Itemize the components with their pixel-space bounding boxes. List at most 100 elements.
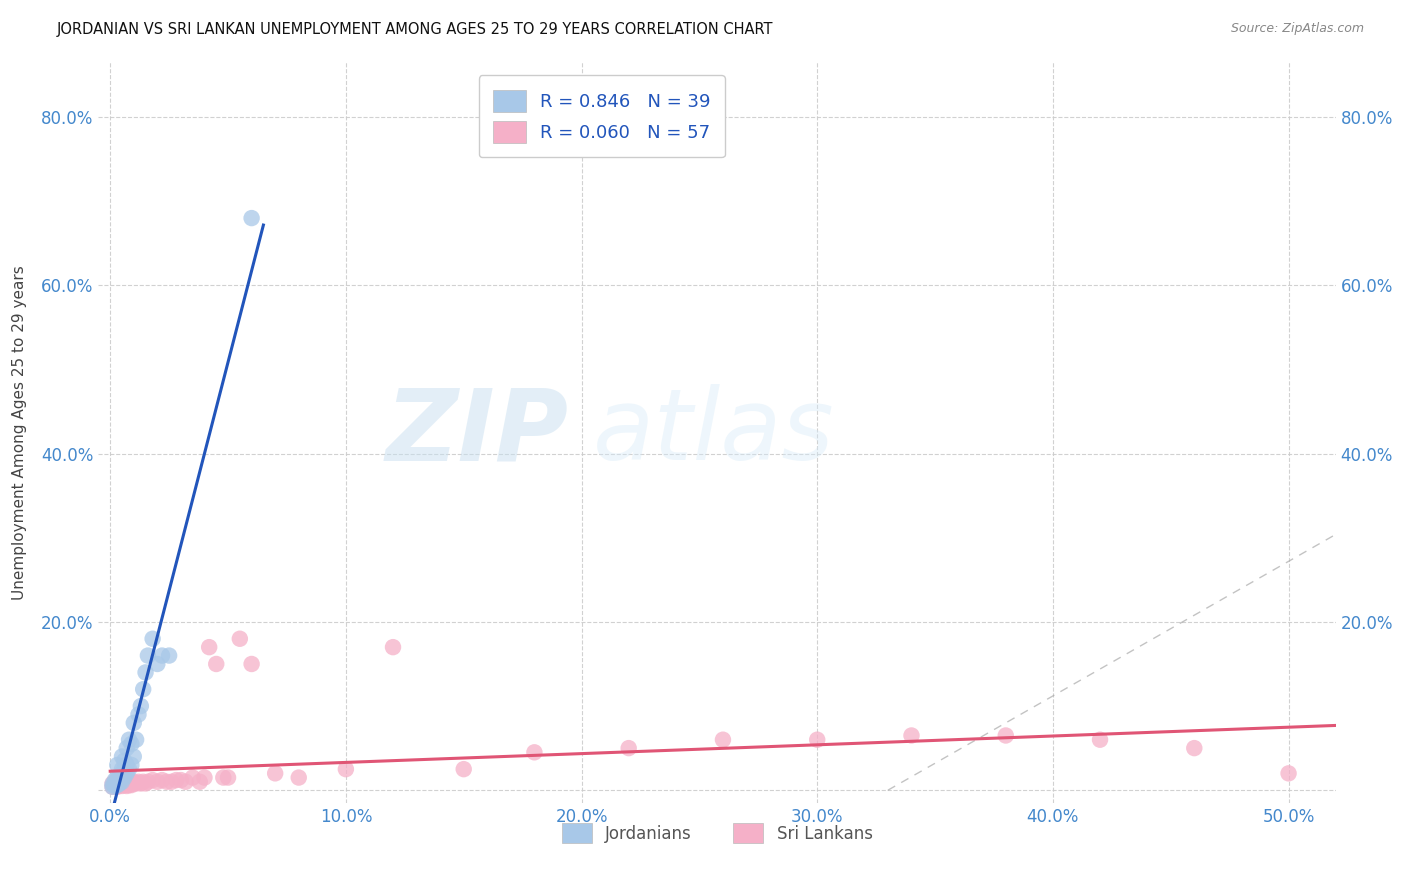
Point xyxy=(150,773,173,788)
Point xyxy=(129,699,152,714)
Point xyxy=(127,774,149,789)
Point xyxy=(118,774,141,789)
Point xyxy=(287,771,309,785)
Point xyxy=(188,774,211,789)
Point xyxy=(120,778,142,792)
Point xyxy=(108,776,131,790)
Point xyxy=(160,774,183,789)
Point xyxy=(382,640,405,655)
Point xyxy=(115,776,138,790)
Point xyxy=(136,648,159,663)
Point xyxy=(111,771,134,785)
Point xyxy=(101,780,124,794)
Point xyxy=(264,766,287,780)
Point xyxy=(105,780,128,794)
Point xyxy=(142,773,165,788)
Point xyxy=(104,773,127,788)
Point xyxy=(129,776,152,790)
Point xyxy=(132,682,155,697)
Point xyxy=(165,773,187,788)
Point xyxy=(900,729,922,743)
Point xyxy=(125,732,148,747)
Point xyxy=(105,778,128,792)
Point xyxy=(205,657,228,671)
Point xyxy=(108,773,131,788)
Point xyxy=(104,779,127,793)
Point xyxy=(105,758,128,772)
Point xyxy=(115,741,138,756)
Y-axis label: Unemployment Among Ages 25 to 29 years: Unemployment Among Ages 25 to 29 years xyxy=(13,265,27,600)
Point xyxy=(127,707,149,722)
Point xyxy=(156,774,179,789)
Point xyxy=(120,737,142,751)
Point xyxy=(115,758,138,772)
Legend: Jordanians, Sri Lankans: Jordanians, Sri Lankans xyxy=(555,816,879,850)
Point xyxy=(217,771,239,785)
Point xyxy=(105,773,128,788)
Point xyxy=(1088,732,1111,747)
Point xyxy=(135,776,157,790)
Point xyxy=(240,211,263,225)
Point xyxy=(1182,741,1205,756)
Point xyxy=(994,729,1017,743)
Point xyxy=(523,745,546,759)
Point xyxy=(111,779,134,793)
Point xyxy=(112,754,135,768)
Point xyxy=(101,780,124,794)
Point xyxy=(104,774,127,789)
Point xyxy=(146,774,169,789)
Point xyxy=(150,648,173,663)
Point xyxy=(125,776,148,790)
Point xyxy=(1277,766,1299,780)
Point xyxy=(111,774,134,789)
Point xyxy=(135,665,157,680)
Point xyxy=(118,732,141,747)
Point xyxy=(115,766,138,780)
Point xyxy=(111,749,134,764)
Point xyxy=(101,777,124,791)
Text: atlas: atlas xyxy=(593,384,835,481)
Point xyxy=(170,773,193,788)
Point xyxy=(118,778,141,792)
Point xyxy=(111,774,134,789)
Point xyxy=(112,762,135,776)
Point xyxy=(122,715,145,730)
Point xyxy=(142,632,165,646)
Point xyxy=(120,758,142,772)
Point xyxy=(453,762,475,776)
Point xyxy=(111,762,134,776)
Point xyxy=(112,774,135,789)
Point xyxy=(112,778,135,792)
Point xyxy=(108,768,131,782)
Text: Source: ZipAtlas.com: Source: ZipAtlas.com xyxy=(1230,22,1364,36)
Point xyxy=(105,776,128,790)
Point xyxy=(193,771,215,785)
Text: JORDANIAN VS SRI LANKAN UNEMPLOYMENT AMONG AGES 25 TO 29 YEARS CORRELATION CHART: JORDANIAN VS SRI LANKAN UNEMPLOYMENT AMO… xyxy=(56,22,773,37)
Point xyxy=(112,771,135,785)
Point xyxy=(174,774,197,789)
Point xyxy=(617,741,640,756)
Point xyxy=(105,771,128,785)
Text: ZIP: ZIP xyxy=(385,384,568,481)
Point xyxy=(122,776,145,790)
Point xyxy=(212,771,235,785)
Point xyxy=(335,762,357,776)
Point xyxy=(136,774,159,789)
Point xyxy=(181,771,204,785)
Point xyxy=(122,774,145,789)
Point xyxy=(157,648,180,663)
Point xyxy=(132,774,155,789)
Point xyxy=(240,657,263,671)
Point xyxy=(146,657,169,671)
Point xyxy=(101,776,124,790)
Point xyxy=(118,762,141,776)
Point xyxy=(198,640,221,655)
Point xyxy=(104,776,127,790)
Point xyxy=(229,632,252,646)
Point xyxy=(122,749,145,764)
Point xyxy=(104,779,127,793)
Point xyxy=(108,778,131,792)
Point xyxy=(105,774,128,789)
Point xyxy=(108,774,131,789)
Point xyxy=(711,732,734,747)
